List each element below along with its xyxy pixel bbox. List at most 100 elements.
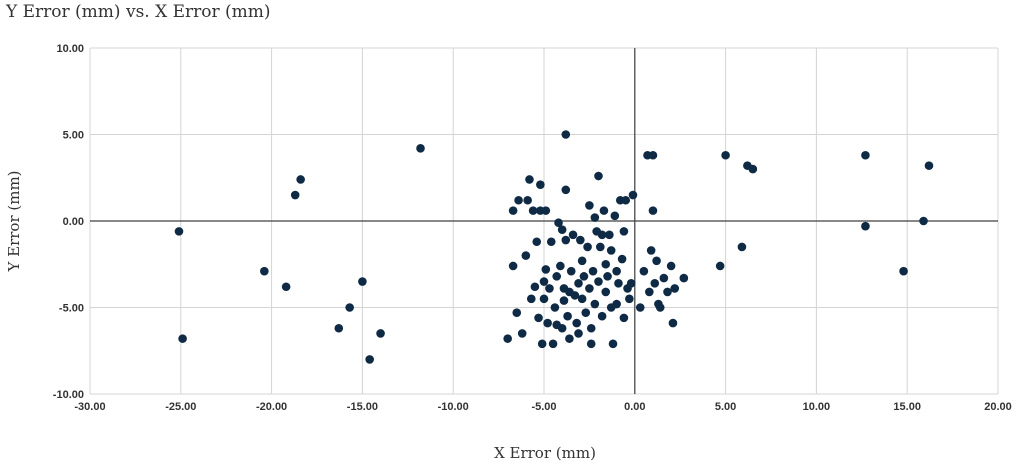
x-tick-label: -25.00 [165, 401, 196, 413]
data-point [612, 266, 621, 276]
data-point [376, 329, 385, 338]
data-point [595, 242, 605, 252]
zero-axes [90, 48, 998, 394]
data-point [281, 282, 291, 292]
data-point [517, 329, 527, 338]
data-point [579, 272, 589, 281]
data-point [503, 334, 512, 343]
data-point [645, 287, 654, 297]
data-point [663, 287, 672, 297]
data-point [514, 195, 523, 205]
data-point [590, 213, 600, 222]
data-point [557, 225, 567, 234]
data-point [619, 227, 629, 236]
data-point [521, 251, 531, 260]
data-point [594, 171, 603, 181]
data-point [537, 339, 547, 349]
data-point [590, 299, 600, 309]
data-point [545, 284, 554, 293]
data-point [583, 242, 592, 252]
data-point [530, 282, 540, 292]
data-point [334, 323, 344, 333]
data-point [605, 230, 614, 240]
data-point [563, 311, 572, 321]
data-point [508, 261, 518, 271]
data-point [652, 256, 661, 266]
data-point [626, 278, 636, 288]
data-point [899, 266, 908, 276]
data-point [601, 259, 611, 269]
y-axis-label: Y Error (mm) [5, 170, 23, 272]
data-point [588, 266, 598, 276]
data-point [556, 261, 565, 271]
data-point [541, 265, 551, 274]
y-tick-label: 0.00 [63, 216, 84, 228]
data-point [557, 323, 567, 333]
x-tick-label: -30.00 [74, 401, 105, 413]
data-point [523, 195, 532, 205]
y-tick-label: 10.00 [56, 43, 84, 55]
data-point [525, 175, 534, 184]
data-point [541, 206, 551, 215]
data-points [174, 130, 934, 364]
data-point [599, 206, 609, 215]
x-tick-label: 15.00 [893, 401, 921, 413]
data-point [606, 246, 616, 255]
data-point [648, 206, 658, 215]
data-point [543, 318, 552, 328]
y-tick-label: -10.00 [53, 389, 84, 401]
data-point [585, 201, 594, 210]
data-point [550, 303, 560, 312]
y-tick-labels: 10.00 5.00 0.00 -5.00 -10.00 [53, 43, 84, 401]
data-point [648, 150, 658, 160]
data-point [572, 318, 581, 328]
x-tick-labels: -30.00 -25.00 -20.00 -15.00 -10.00 -5.00 0.00 5… [74, 401, 1011, 413]
data-point [621, 195, 631, 205]
data-point [586, 339, 596, 349]
x-tick-label: -10.00 [438, 401, 469, 413]
data-point [577, 294, 587, 304]
data-point [565, 334, 574, 343]
data-point [679, 273, 689, 283]
data-point [559, 296, 569, 305]
data-point [528, 206, 538, 215]
data-point [666, 261, 676, 271]
data-point [737, 242, 747, 252]
x-axis-label: X Error (mm) [494, 444, 596, 462]
data-point [748, 164, 758, 174]
data-point [617, 254, 627, 264]
data-point [628, 190, 638, 200]
data-point [508, 206, 518, 215]
data-point [539, 294, 549, 304]
data-point [512, 308, 522, 317]
data-point [646, 246, 656, 255]
x-tick-label: 20.00 [984, 401, 1012, 413]
data-point [178, 334, 187, 343]
data-point [715, 261, 725, 271]
data-point [546, 237, 556, 247]
data-point [668, 318, 678, 328]
data-point [577, 256, 587, 266]
data-point [365, 355, 374, 364]
data-point [619, 313, 629, 323]
data-point [570, 291, 580, 300]
data-point [548, 339, 558, 349]
chart-title: Y Error (mm) vs. X Error (mm) [6, 2, 271, 22]
data-point [260, 266, 269, 276]
y-tick-label: -5.00 [59, 303, 84, 315]
data-point [561, 235, 571, 245]
data-point [597, 311, 607, 321]
data-point [861, 150, 870, 160]
data-point [585, 284, 594, 293]
x-tick-label: 5.00 [715, 401, 736, 413]
data-point [561, 185, 571, 195]
data-point [536, 180, 545, 189]
data-point [614, 278, 623, 288]
data-point [581, 308, 591, 317]
x-tick-label: -20.00 [256, 401, 287, 413]
data-point [574, 329, 583, 338]
data-point [659, 273, 669, 283]
data-point [603, 272, 612, 281]
data-point [561, 130, 571, 139]
